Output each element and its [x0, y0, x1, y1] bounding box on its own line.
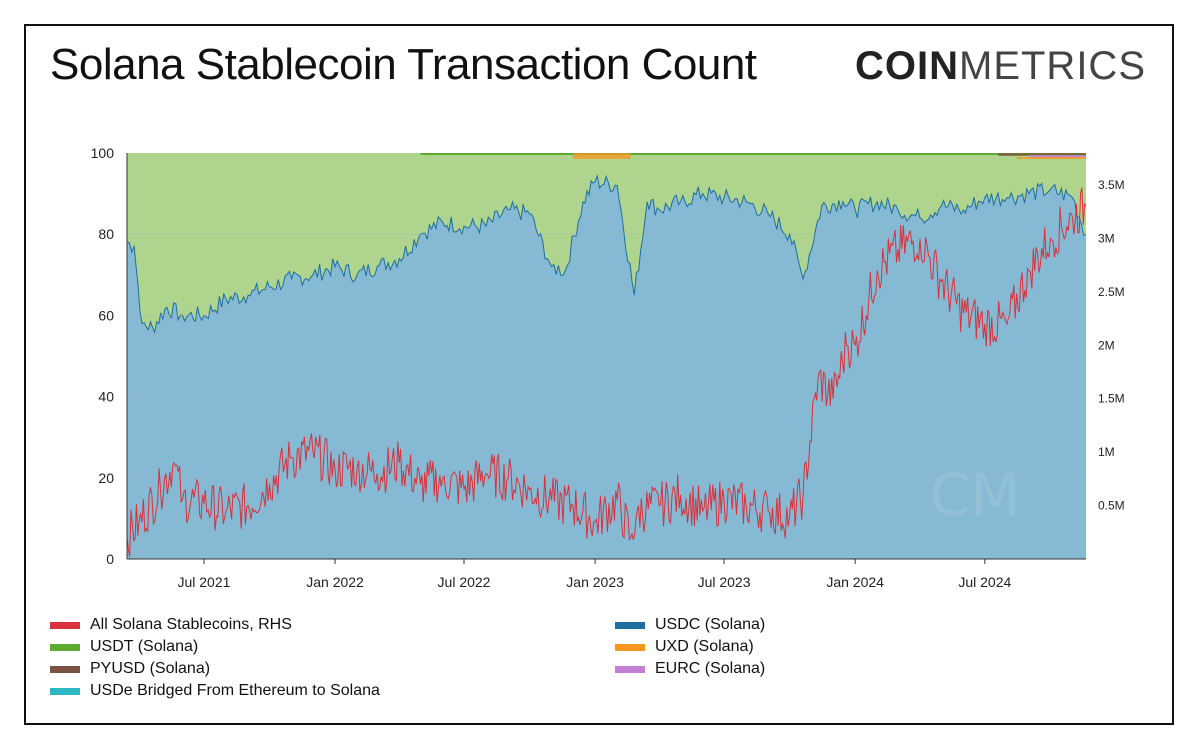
- legend-swatch: [615, 665, 645, 673]
- y-right-tick-label: 3.5M: [1098, 178, 1125, 192]
- usdc-line: [126, 174, 1087, 334]
- y-right-tick-label: 3M: [1098, 231, 1115, 245]
- chart-title: Solana Stablecoin Transaction Count: [50, 40, 757, 89]
- usde-area: [1016, 157, 1086, 159]
- x-tick-label: Jan 2023: [566, 574, 624, 590]
- y-right-tick-label: 2.5M: [1098, 285, 1125, 299]
- y-left-tick-label: 20: [98, 470, 114, 486]
- legend-swatch: [615, 621, 645, 629]
- logo-bold-text: COIN: [855, 44, 959, 88]
- legend-item: USDC (Solana): [615, 616, 765, 634]
- all-solana-line: [126, 187, 1087, 557]
- legend-label: EURC (Solana): [655, 660, 766, 677]
- y-right-tick-label: 1M: [1098, 445, 1115, 459]
- y-right-tick-label: 0.5M: [1098, 499, 1125, 513]
- pyusd-area: [998, 153, 1086, 156]
- x-tick-label: Jul 2023: [698, 574, 751, 590]
- y-right-tick-label: 1.5M: [1098, 392, 1125, 406]
- legend-swatch: [50, 665, 80, 673]
- legend-label: PYUSD (Solana): [90, 660, 211, 677]
- y-left-tick-label: 0: [106, 551, 114, 567]
- uxd-area: [573, 153, 631, 159]
- legend-label: UXD (Solana): [655, 638, 754, 655]
- x-tick-label: Jul 2022: [438, 574, 491, 590]
- logo-light-text: METRICS: [959, 44, 1146, 88]
- y-left-tick-label: 60: [98, 307, 114, 323]
- legend-swatch: [615, 643, 645, 651]
- legend-swatch: [50, 643, 80, 651]
- x-tick-label: Jul 2024: [958, 574, 1011, 590]
- eurc-area: [1029, 155, 1086, 158]
- legend-label: All Solana Stablecoins, RHS: [90, 616, 292, 633]
- legend-swatch: [50, 687, 80, 695]
- legend-label: USDT (Solana): [90, 638, 199, 655]
- x-tick-label: Jan 2024: [826, 574, 884, 590]
- cm-watermark: CM: [930, 461, 1021, 529]
- x-tick-label: Jan 2022: [306, 574, 364, 590]
- legend-item: USDT (Solana): [50, 638, 198, 656]
- legend-label: USDC (Solana): [655, 616, 766, 633]
- legend-item: UXD (Solana): [615, 638, 754, 656]
- y-left-tick-label: 40: [98, 389, 114, 405]
- legend-item: PYUSD (Solana): [50, 660, 210, 678]
- usdt-top-band: [420, 153, 1086, 155]
- y-right-tick-label: 2M: [1098, 338, 1115, 352]
- legend-label: USDe Bridged From Ethereum to Solana: [90, 682, 380, 699]
- x-tick-label: Jul 2021: [177, 574, 230, 590]
- y-left-tick-label: 100: [91, 145, 115, 161]
- legend-item: All Solana Stablecoins, RHS: [50, 616, 292, 634]
- legend-item: USDe Bridged From Ethereum to Solana: [50, 682, 380, 700]
- y-left-tick-label: 80: [98, 226, 114, 242]
- coinmetrics-logo: COINMETRICS: [855, 44, 1146, 89]
- usdc-area: [127, 175, 1086, 559]
- legend-swatch: [50, 621, 80, 629]
- legend-item: EURC (Solana): [615, 660, 765, 678]
